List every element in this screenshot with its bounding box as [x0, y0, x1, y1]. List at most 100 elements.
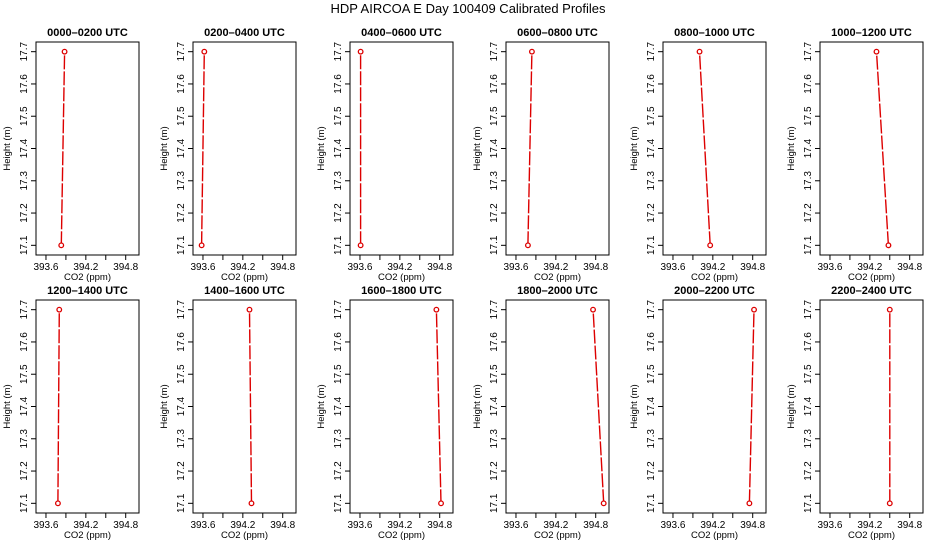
plot-frame: [662, 41, 767, 256]
y-tick-label: 17.3: [489, 429, 500, 449]
data-point: [746, 500, 753, 507]
y-tick-label: 17.7: [176, 42, 187, 62]
y-tick-label: 17.3: [19, 429, 30, 449]
y-tick-label: 17.4: [489, 138, 500, 158]
x-tick-label: 393.6: [817, 520, 842, 531]
x-axis-label: CO2 (ppm): [534, 272, 581, 283]
y-tick-label: 17.7: [333, 42, 344, 62]
y-tick-label: 17.4: [803, 396, 814, 416]
x-tick-label: 394.8: [270, 262, 295, 273]
y-tick-label: 17.4: [333, 138, 344, 158]
y-tick-label: 17.1: [19, 493, 30, 513]
panel-title: 1000–1200 UTC: [831, 27, 912, 39]
y-tick-label: 17.6: [19, 332, 30, 352]
y-tick-label: 17.3: [176, 171, 187, 191]
panel-title: 1200–1400 UTC: [47, 285, 128, 297]
x-tick-label: 394.8: [113, 520, 138, 531]
data-point: [696, 48, 703, 55]
y-tick-label: 17.6: [803, 332, 814, 352]
y-tick-label: 17.1: [176, 493, 187, 513]
x-tick-label: 393.6: [33, 520, 58, 531]
data-point: [600, 500, 607, 507]
x-tick-label: 393.6: [817, 262, 842, 273]
y-tick-label: 17.1: [489, 235, 500, 255]
y-tick-label: 17.3: [19, 171, 30, 191]
y-tick-label: 17.4: [489, 396, 500, 416]
y-tick-label: 17.3: [803, 429, 814, 449]
y-tick-label: 17.1: [333, 493, 344, 513]
y-tick-label: 17.2: [803, 203, 814, 223]
plot-frame: [192, 299, 297, 514]
data-point: [58, 242, 65, 249]
x-axis-label: CO2 (ppm): [221, 272, 268, 283]
profile-line: [748, 309, 755, 504]
y-tick-label: 17.2: [333, 203, 344, 223]
plot-frame: [192, 41, 297, 256]
x-tick-label: 394.8: [897, 262, 922, 273]
x-axis-label: CO2 (ppm): [64, 530, 111, 540]
data-point: [438, 500, 444, 507]
y-tick-label: 17.4: [646, 396, 657, 416]
figure-title: HDP AIRCOA E Day 100409 Calibrated Profi…: [330, 1, 606, 16]
y-tick-label: 17.4: [19, 138, 30, 158]
y-tick-label: 17.1: [646, 493, 657, 513]
y-tick-label: 17.4: [333, 396, 344, 416]
data-point: [751, 306, 757, 313]
data-point: [246, 306, 253, 313]
profile-line: [875, 51, 890, 246]
data-point: [54, 500, 61, 507]
y-tick-label: 17.7: [176, 300, 187, 320]
y-tick-label: 17.6: [176, 74, 187, 94]
data-point: [248, 500, 255, 507]
x-tick-label: 394.8: [270, 520, 295, 531]
plot-frame: [819, 299, 924, 514]
y-tick-label: 17.2: [489, 203, 500, 223]
y-tick-label: 17.4: [646, 138, 657, 158]
x-axis-label: CO2 (ppm): [848, 272, 895, 283]
data-point: [357, 242, 364, 249]
y-tick-label: 17.1: [176, 235, 187, 255]
plot-frame: [505, 41, 610, 256]
x-tick-label: 394.2: [543, 520, 568, 531]
y-tick-label: 17.2: [646, 203, 657, 223]
x-tick-label: 393.6: [503, 520, 528, 531]
x-tick-label: 393.6: [33, 262, 58, 273]
panel-title: 1600–1800 UTC: [361, 285, 442, 297]
y-tick-label: 17.1: [333, 235, 344, 255]
x-tick-label: 393.6: [190, 520, 215, 531]
y-tick-label: 17.7: [489, 300, 500, 320]
y-tick-label: 17.7: [333, 300, 344, 320]
y-tick-label: 17.4: [19, 396, 30, 416]
x-tick-label: 393.6: [660, 520, 685, 531]
data-point: [528, 48, 535, 55]
data-point: [885, 242, 892, 249]
y-tick-label: 17.1: [646, 235, 657, 255]
y-tick-label: 17.6: [646, 332, 657, 352]
y-tick-label: 17.3: [333, 429, 344, 449]
data-point: [524, 242, 531, 249]
y-axis-label: Height (m): [472, 384, 483, 428]
x-tick-label: 394.2: [700, 520, 725, 531]
profile-line: [698, 51, 711, 246]
data-point: [56, 306, 63, 313]
y-tick-label: 17.2: [646, 461, 657, 481]
y-tick-label: 17.3: [176, 429, 187, 449]
y-tick-label: 17.7: [19, 300, 30, 320]
y-tick-label: 17.2: [19, 203, 30, 223]
profile-line: [60, 51, 66, 246]
plot-frame: [505, 299, 610, 514]
x-tick-label: 394.8: [583, 520, 608, 531]
profile-panel: 1200–1400 UTC 393.6 394.2 394.8 17.1 17.2 17.3…: [2, 285, 140, 540]
panel-title: 1800–2000 UTC: [517, 285, 598, 297]
profile-panel: 2200–2400 UTC 393.6 394.2 394.8 17.1 17.2 17.3…: [786, 285, 924, 540]
x-tick-label: 393.6: [347, 262, 372, 273]
y-tick-label: 17.5: [176, 106, 187, 126]
data-point: [707, 242, 714, 249]
y-tick-label: 17.1: [803, 493, 814, 513]
y-tick-label: 17.5: [646, 106, 657, 126]
data-point: [201, 48, 208, 55]
y-tick-label: 17.5: [803, 364, 814, 384]
x-tick-label: 394.2: [857, 262, 882, 273]
